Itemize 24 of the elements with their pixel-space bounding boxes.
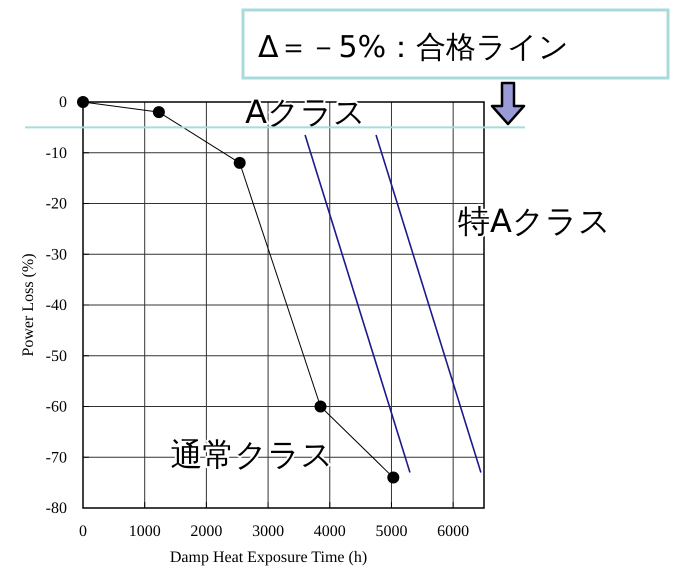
y-tick-label: -30 [46,246,67,264]
x-tick-label: 6000 [437,523,470,540]
y-tick-label: -70 [46,449,67,466]
point [152,106,165,118]
x-tick-label: 5000 [375,523,408,540]
ref-line-label: Δ＝－5%：合格ライン [258,30,570,65]
point [314,400,327,412]
point [77,96,89,108]
x-tick-label: 4000 [314,523,346,540]
y-tick-label: -50 [46,348,67,365]
y-axis-title: Power Loss (%) [20,253,37,357]
y-tick-label: -40 [46,297,67,314]
y-tick-label: -80 [46,500,67,517]
x-axis-title: Damp Heat Exposure Time (h) [170,549,368,566]
y-tick-label: -20 [46,196,67,212]
x-tick-label: 2000 [190,523,222,540]
x-tick-label: 1000 [128,523,161,540]
point [387,472,400,484]
y-tick-label: -10 [46,144,67,162]
point [234,156,246,169]
x-tick-label: 3000 [252,523,284,540]
x-tick-label: 0 [79,523,87,540]
y-tick-label: 0 [59,94,67,111]
y-tick-label: -60 [46,398,67,416]
